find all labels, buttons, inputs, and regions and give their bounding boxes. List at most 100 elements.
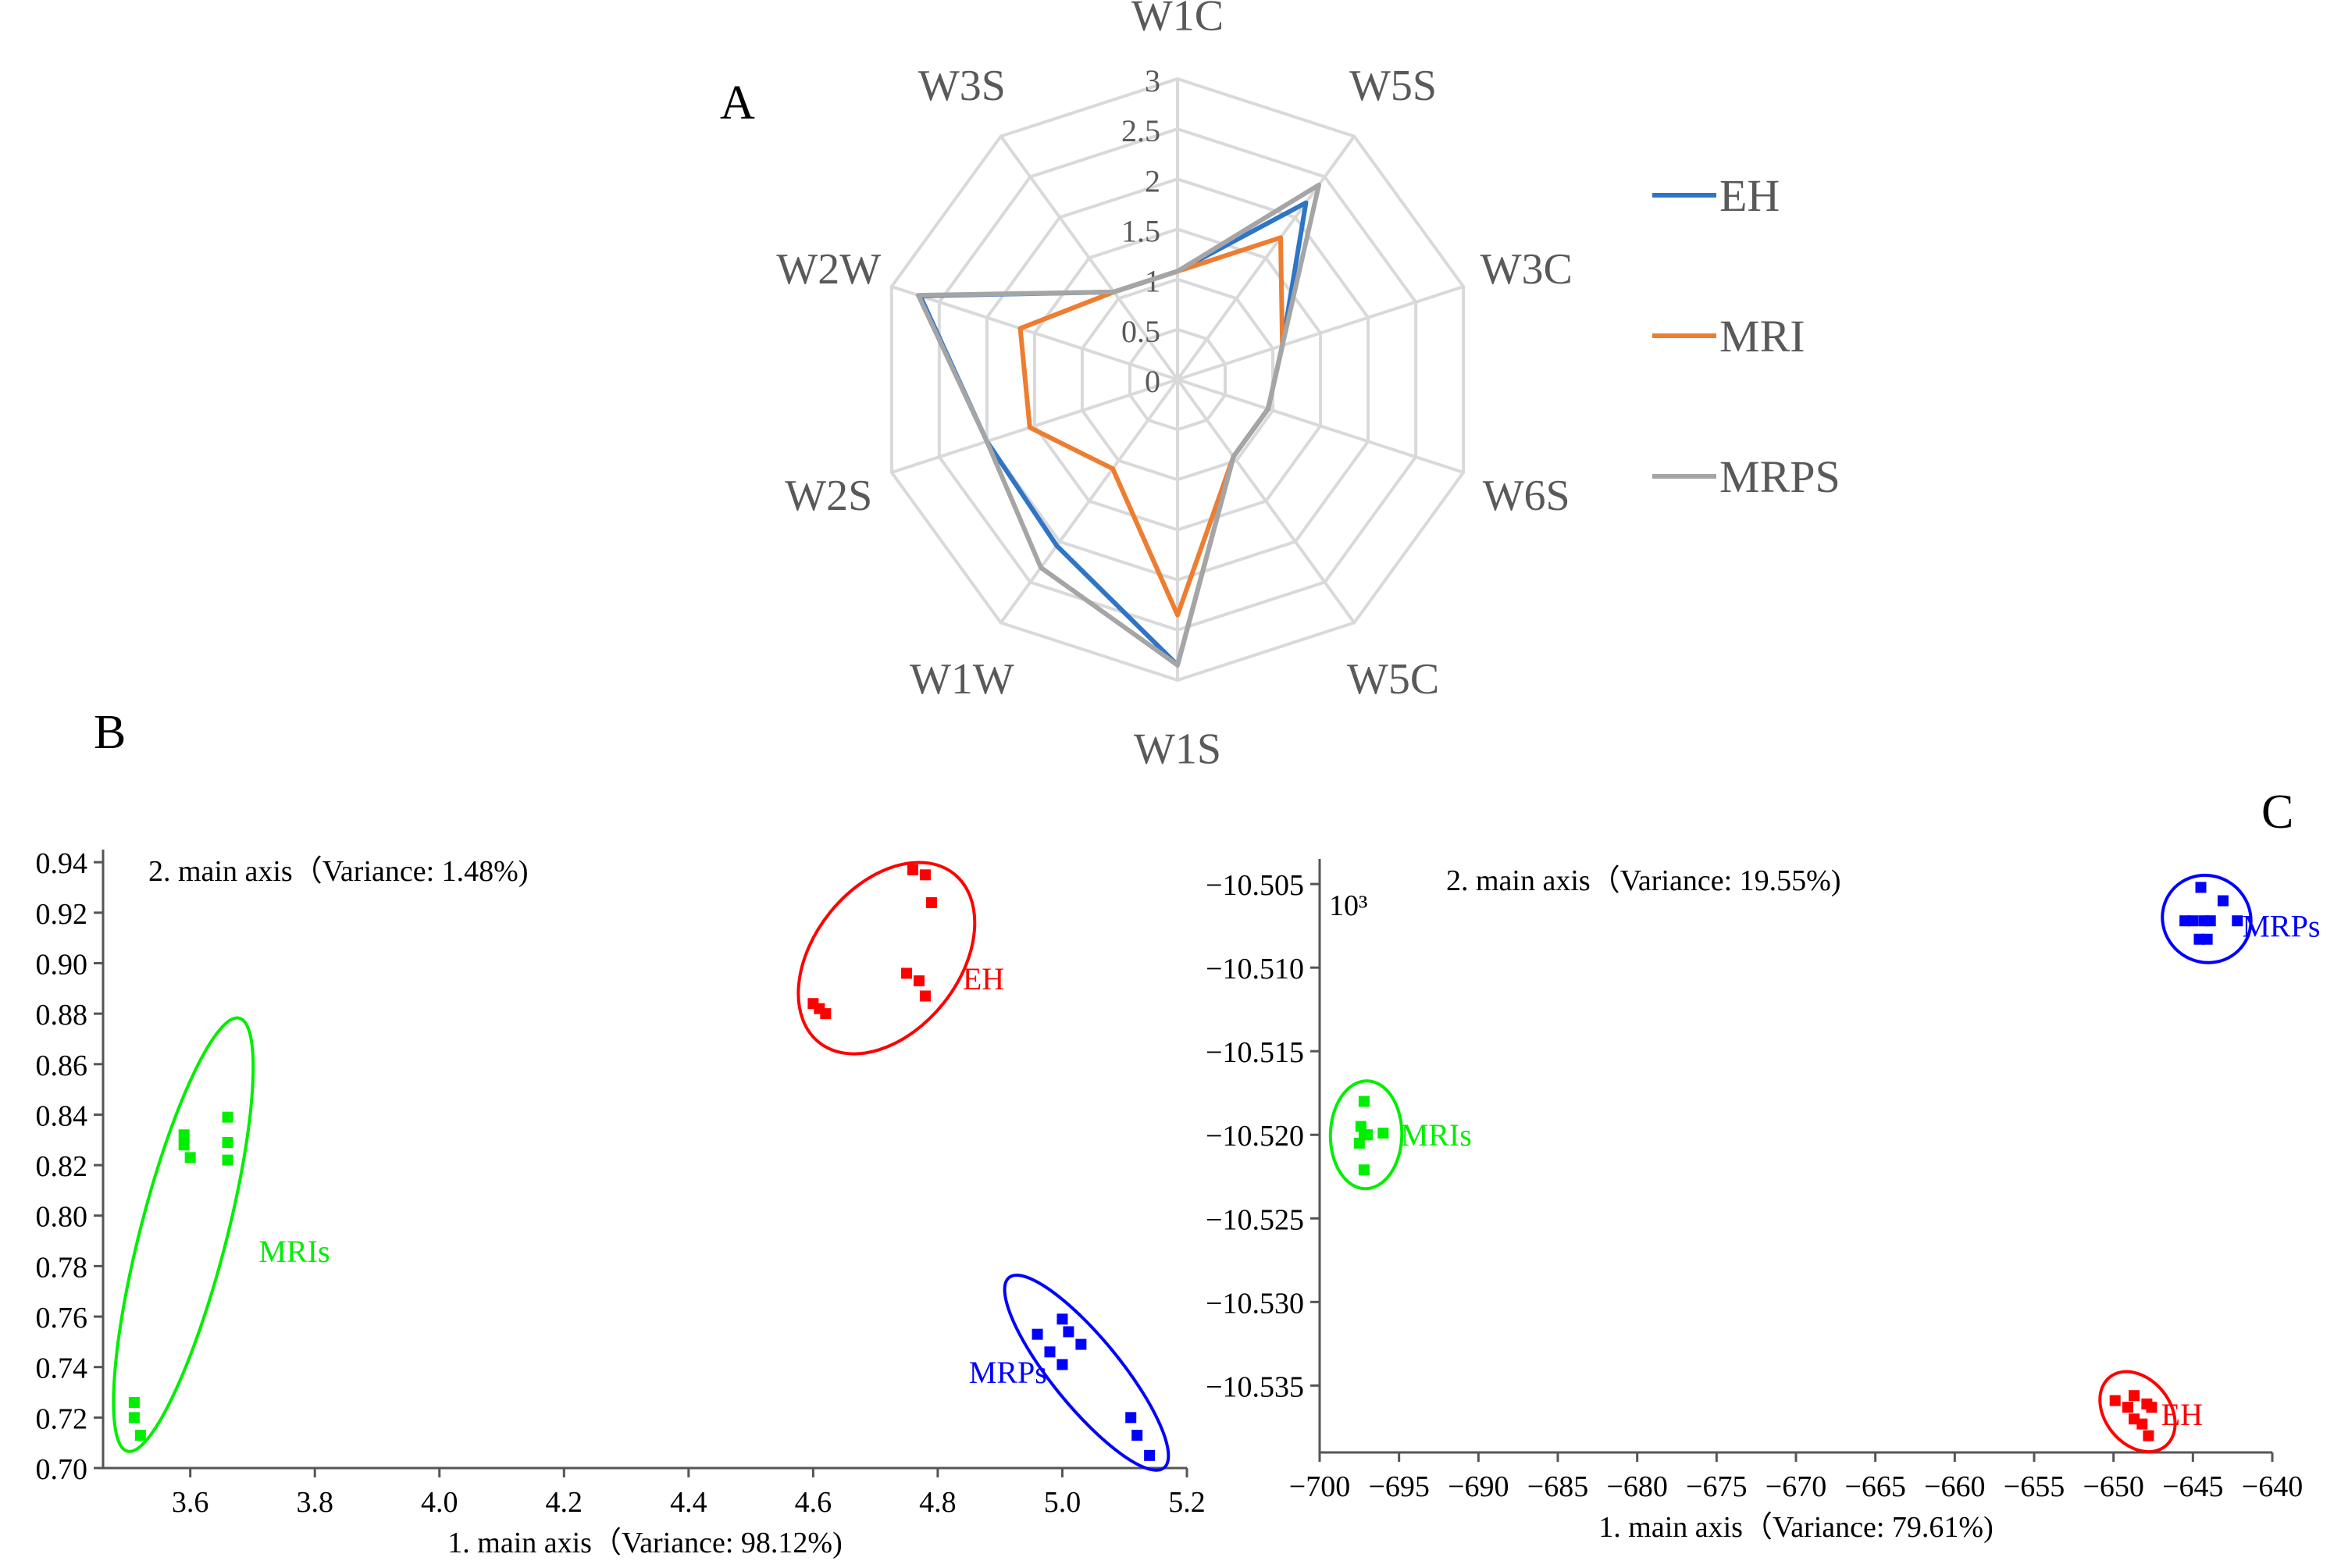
y-tick-label: 0.90 <box>36 948 88 981</box>
point-eh <box>2146 1402 2157 1413</box>
point-mris <box>1353 1137 1365 1149</box>
y-tick-label: 0.80 <box>36 1201 88 1234</box>
radar-axis-label-w1w: W1W <box>910 655 1014 704</box>
radar-axis-label-w2s: W2S <box>785 472 872 520</box>
x-tick-label: −695 <box>1368 1470 1429 1503</box>
point-eh <box>2143 1430 2154 1441</box>
y-tick-label: −10.515 <box>1206 1036 1304 1069</box>
radar-spoke-w3c <box>1177 285 1464 381</box>
radar-tick-label: 2.5 <box>1121 113 1160 148</box>
point-eh <box>2122 1402 2133 1413</box>
radar-tick-label: 0.5 <box>1121 314 1160 349</box>
radar-spoke-w1w <box>999 378 1179 624</box>
radar-spoke-w3s <box>999 135 1179 381</box>
point-eh <box>919 990 931 1002</box>
pca-plot-c: −10.505 −10.510 −10.515 −10.520 −10.525 −10.5… <box>1206 859 2320 1544</box>
x-tick-label: −675 <box>1686 1470 1747 1503</box>
cluster-ellipse-mris <box>112 1016 255 1453</box>
x-tick-label: −655 <box>2004 1470 2065 1503</box>
cluster-label-mris: MRIs <box>258 1234 330 1269</box>
x-tick-label: −660 <box>1924 1470 1985 1503</box>
y-axis-title: 2. main axis（Variance: 1.48%) <box>148 855 528 888</box>
radar-tick-label: 1.5 <box>1121 214 1160 249</box>
cluster-label-mrps: MRPs <box>2242 909 2320 944</box>
point-mris <box>134 1429 146 1441</box>
y-axis-multiplier: 10³ <box>1329 889 1367 922</box>
point-mrps <box>1131 1429 1143 1441</box>
y-tick-label: −10.505 <box>1206 869 1304 902</box>
radar-axis-label-w5c: W5C <box>1347 655 1439 704</box>
legend-label-eh: EH <box>1719 170 1780 221</box>
y-tick-label: −10.535 <box>1206 1370 1304 1403</box>
radar-chart: 00.511.522.53W1CW5SW3CW6SW5CW1SW1WW2SW2W… <box>776 0 1572 774</box>
point-mrps <box>2217 895 2229 907</box>
x-tick-label: 4.6 <box>795 1486 832 1519</box>
x-tick-label: 3.8 <box>296 1486 333 1519</box>
point-mrps <box>1063 1326 1074 1338</box>
point-mrps <box>1056 1313 1068 1325</box>
y-tick-label: 0.84 <box>36 1099 88 1132</box>
point-mrps <box>2187 915 2199 927</box>
x-tick-label: −690 <box>1448 1470 1509 1503</box>
x-tick-label: −645 <box>2162 1470 2223 1503</box>
y-tick-label: 0.78 <box>36 1251 88 1284</box>
radar-tick-label: 2 <box>1145 163 1160 198</box>
radar-legend: EH MRI MRPS <box>1652 170 1840 502</box>
cluster-label-eh: EH <box>963 961 1004 996</box>
panel-label-b: B <box>94 706 126 759</box>
radar-axis-label-w3c: W3C <box>1480 245 1573 294</box>
radar-tick-label: 0 <box>1145 364 1160 399</box>
panel-label-c: C <box>2261 786 2293 839</box>
x-tick-label: 4.4 <box>670 1486 707 1519</box>
legend-label-mri: MRI <box>1719 311 1805 362</box>
radar-axis-label-w2w: W2W <box>776 245 881 294</box>
point-mris <box>128 1412 140 1424</box>
point-mris <box>1358 1164 1370 1176</box>
radar-spoke-w2w <box>891 285 1178 381</box>
x-tick-label: −640 <box>2242 1470 2303 1503</box>
radar-axis-label-w1s: W1S <box>1134 725 1221 774</box>
radar-axis-label-w5s: W5S <box>1349 62 1437 110</box>
radar-axis-label-w6s: W6S <box>1483 472 1570 520</box>
x-tick-label: 4.0 <box>421 1486 458 1519</box>
point-mrps <box>1125 1412 1137 1424</box>
radar-spoke-w5s <box>1176 135 1356 381</box>
legend-label-mrps: MRPS <box>1719 451 1840 502</box>
point-eh <box>919 869 931 881</box>
y-tick-label: 0.82 <box>36 1150 88 1183</box>
y-tick-label: 0.70 <box>36 1453 88 1486</box>
point-mris <box>1362 1129 1373 1141</box>
point-eh <box>2109 1395 2121 1406</box>
point-eh <box>2136 1418 2148 1430</box>
point-mris <box>222 1154 233 1166</box>
point-mris <box>1358 1096 1370 1107</box>
x-tick-label: −680 <box>1606 1470 1667 1503</box>
y-tick-label: −10.520 <box>1206 1120 1304 1153</box>
point-mrps <box>1144 1449 1156 1461</box>
x-tick-label: −665 <box>1844 1470 1905 1503</box>
point-mrps <box>1032 1328 1043 1340</box>
point-eh <box>820 1008 832 1020</box>
cluster-label-mrps: MRPs <box>969 1355 1047 1390</box>
cluster-label-eh: EH <box>2161 1397 2203 1432</box>
x-tick-label: 5.2 <box>1168 1486 1206 1519</box>
cluster-label-mris: MRIs <box>1401 1117 1472 1153</box>
x-axis-title: 1. main axis（Variance: 98.12%) <box>447 1527 842 1559</box>
point-mris <box>1377 1128 1389 1139</box>
y-tick-label: 0.88 <box>36 999 88 1032</box>
x-tick-label: 3.6 <box>172 1486 209 1519</box>
cluster-ellipse-mris <box>1328 1079 1404 1191</box>
point-mrps <box>1044 1346 1056 1358</box>
y-tick-label: −10.525 <box>1206 1203 1304 1236</box>
panel-label-a: A <box>720 77 755 130</box>
point-eh <box>2129 1390 2140 1402</box>
point-eh <box>907 864 919 875</box>
point-mrps <box>2201 933 2213 945</box>
point-mris <box>128 1396 140 1408</box>
point-mris <box>222 1111 233 1123</box>
point-mrps <box>2232 915 2243 927</box>
y-tick-label: −10.510 <box>1206 953 1304 985</box>
x-tick-label: 4.8 <box>919 1486 957 1519</box>
radar-tick-label: 3 <box>1145 63 1160 98</box>
